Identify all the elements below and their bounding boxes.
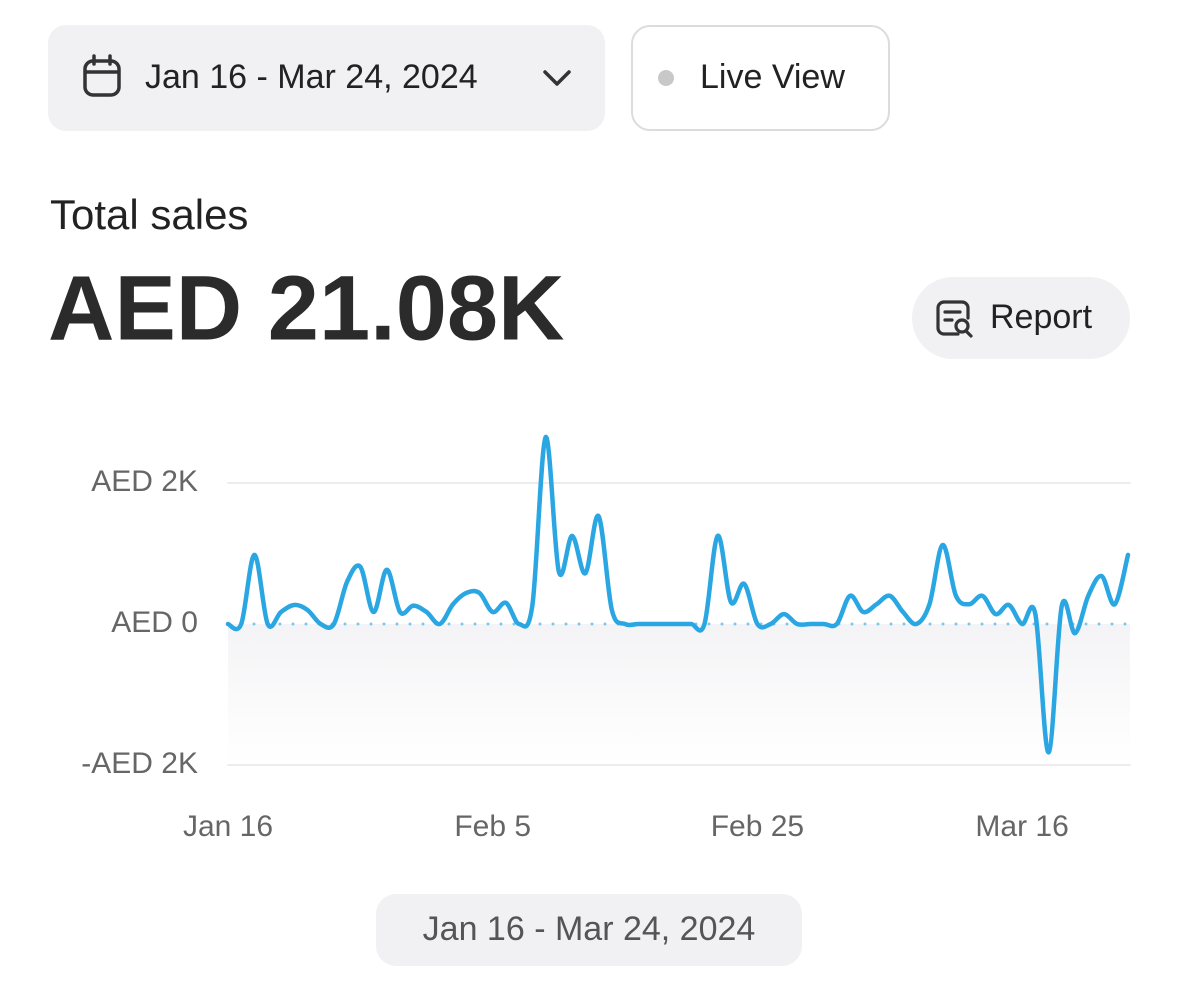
x-tick-label: Jan 16 bbox=[183, 810, 273, 843]
area-fade bbox=[228, 624, 1130, 765]
live-view-label[interactable]: Live View bbox=[700, 58, 845, 96]
summary-value: AED 21.08K bbox=[48, 257, 564, 359]
chart: -AED 2K AED 0 AED 2K Jan 16 Feb 5 Feb 25 Mar 1… bbox=[81, 434, 1132, 843]
y-tick-label: AED 0 bbox=[111, 606, 198, 639]
x-tick-label: Feb 5 bbox=[454, 810, 531, 843]
live-view-bg[interactable] bbox=[631, 25, 890, 131]
report-button-bg[interactable] bbox=[912, 277, 1130, 359]
summary-title: Total sales bbox=[50, 191, 248, 238]
range-label: Jan 16 - Mar 24, 2024 bbox=[423, 910, 756, 948]
report-button[interactable]: Report bbox=[912, 277, 1130, 359]
chevron-icon bbox=[543, 70, 571, 86]
range-pill-bg bbox=[376, 894, 802, 966]
x-tick-label: Mar 16 bbox=[975, 810, 1068, 843]
live-dot bbox=[658, 70, 674, 86]
date-button-label[interactable]: Jan 16 - Mar 24, 2024 bbox=[145, 58, 478, 96]
range-pill: Jan 16 - Mar 24, 2024 bbox=[376, 894, 802, 966]
date-button-bg[interactable] bbox=[48, 25, 605, 131]
report-label[interactable]: Report bbox=[990, 298, 1093, 336]
date-button[interactable]: Jan 16 - Mar 24, 2024 bbox=[48, 25, 605, 131]
y-tick-label: AED 2K bbox=[91, 465, 198, 498]
y-tick-label: -AED 2K bbox=[81, 747, 198, 780]
calendar-icon bbox=[83, 54, 121, 97]
x-tick-label: Feb 25 bbox=[711, 810, 804, 843]
sales-line bbox=[225, 434, 1131, 755]
report-icon bbox=[936, 300, 973, 338]
live-view-button[interactable]: Live View bbox=[631, 25, 890, 131]
